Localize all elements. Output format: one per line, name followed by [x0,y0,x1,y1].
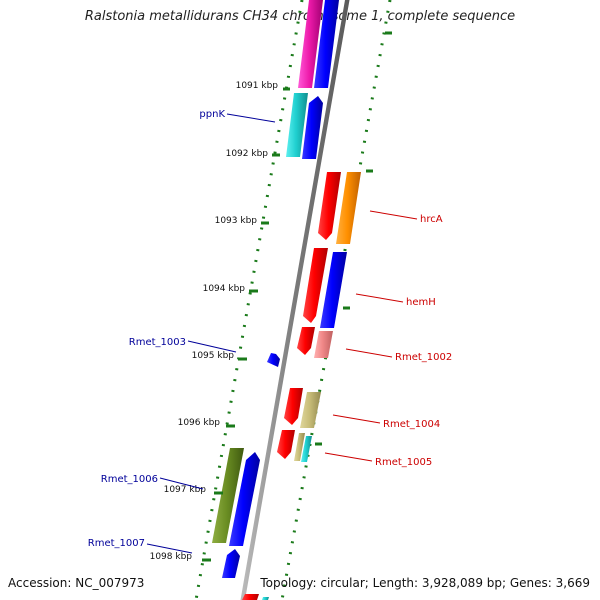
gene-Rmet_1005 [301,436,312,462]
leader-hrcA [369,210,418,220]
leader-Rmet_1007 [146,543,193,554]
gene-label-Rmet_1007[interactable]: Rmet_1007 [88,538,145,549]
tick-label-1095: 1095 kbp [192,351,235,361]
gene-blue-1006-pair [229,452,260,546]
gene-label-ppnK[interactable]: ppnK [199,109,225,120]
gene-red-bottom [242,594,259,600]
leader-ppnK [226,113,276,123]
tick-label-1094: 1094 kbp [203,284,246,294]
leader-Rmet_1006 [159,477,204,490]
leader-Rmet_1002 [345,348,393,358]
gene-Rmet_1007 [222,549,240,578]
gene-label-Rmet_1006[interactable]: Rmet_1006 [101,474,158,485]
gene-label-hemH[interactable]: hemH [406,297,436,308]
gene-hemH [320,252,347,328]
leader-hemH [355,293,404,303]
topology-summary: Topology: circular; Length: 3,928,089 bp… [260,576,590,590]
scale-tick-marks [202,31,392,562]
accession-text: Accession: NC_007973 [8,576,145,590]
gene-red-1004-pair [284,388,303,425]
tick-label-1092: 1092 kbp [226,149,269,159]
gene-label-Rmet_1004[interactable]: Rmet_1004 [383,419,440,430]
tick-label-1093: 1093 kbp [215,216,258,226]
gene-cyan-bottom [262,597,269,600]
gene-label-Rmet_1005[interactable]: Rmet_1005 [375,457,432,468]
gene-blue-top [314,0,339,88]
tick-label-1098: 1098 kbp [150,552,193,562]
leader-Rmet_1003 [187,340,237,353]
gene-Rmet_1006 [212,448,244,543]
gene-Rmet_1002 [314,331,333,358]
gene-blue-ppnK-pair [302,96,323,159]
map-title: Ralstonia metallidurans CH34 chromosome … [84,9,516,24]
chromosome-backbone [240,0,350,600]
gene-Rmet_1004 [300,392,321,428]
gene-ppnK [286,93,308,157]
leader-Rmet_1005 [324,452,373,462]
gene-magenta-top [298,0,323,88]
tick-label-1091: 1091 kbp [236,81,279,91]
gene-khaki-1005 [294,433,305,461]
gene-label-Rmet_1003[interactable]: Rmet_1003 [129,337,186,348]
tick-label-1096: 1096 kbp [178,418,221,428]
leader-Rmet_1004 [332,414,381,424]
gene-red-1005-pair [277,430,295,459]
gene-label-hrcA[interactable]: hrcA [420,214,443,225]
tick-label-1097: 1097 kbp [164,485,207,495]
gene-Rmet_1003 [267,353,280,367]
scale-dots-left [194,0,304,600]
gene-hrcA [336,172,361,244]
gene-red-hemH-pair [303,248,328,323]
gene-red-1002-pair [297,327,315,355]
gene-label-Rmet_1002[interactable]: Rmet_1002 [395,352,452,363]
gene-red-hrcA-pair [318,172,341,240]
